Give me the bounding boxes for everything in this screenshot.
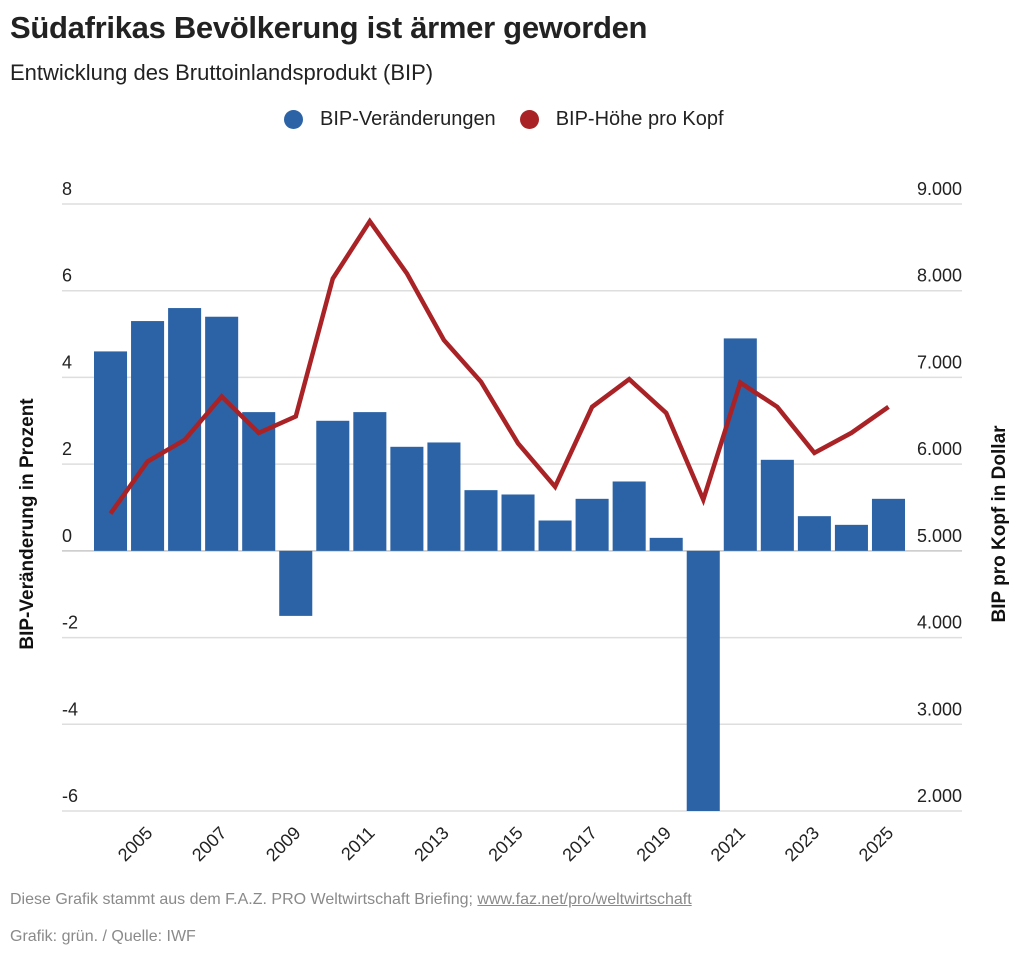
legend-item-bip-pro-kopf: BIP-Höhe pro Kopf: [519, 108, 724, 131]
legend-label: BIP-Veränderungen: [320, 108, 496, 130]
y-right-tick-label: 4.000: [917, 613, 962, 633]
bar: [834, 524, 868, 551]
legend-swatch-red-circle-icon: [519, 110, 539, 129]
y-left-tick-label: 2: [62, 439, 72, 459]
y-left-tick-label: 8: [62, 179, 72, 199]
y-left-tick-label: 6: [62, 266, 72, 286]
bar: [131, 321, 165, 551]
bar: [686, 550, 720, 811]
x-tick-label: 2013: [410, 823, 452, 865]
x-tick-label: 2007: [188, 823, 230, 865]
line-series: [108, 217, 890, 515]
x-tick-label: 2021: [707, 823, 749, 865]
y-right-tick-label: 8.000: [917, 266, 962, 286]
y-left-axis-title: BIP-Veränderung in Prozent: [17, 398, 38, 650]
footer-source-link[interactable]: www.faz.net/pro/weltwirtschaft: [477, 891, 692, 908]
bar: [649, 537, 683, 551]
y-right-tick-label: 9.000: [917, 179, 962, 199]
x-tick-labels: 2005 2007 2009 2011 2013 2015 2017 2019 2021 2023…: [114, 823, 897, 865]
x-tick-label: 2025: [855, 823, 897, 865]
legend-item-bip-veraenderungen: BIP-Veränderungen: [284, 108, 496, 131]
y-left-tick-label: 0: [62, 526, 72, 546]
legend-label: BIP-Höhe pro Kopf: [555, 108, 724, 130]
bar: [723, 338, 757, 551]
y-right-tick-labels: 9.000 8.000 7.000 6.000 5.000 4.000 3.000 2.000: [917, 179, 962, 806]
chart-subtitle: Entwicklung des Bruttoinlandsprodukt (BI…: [10, 60, 434, 85]
y-right-tick-label: 2.000: [917, 786, 962, 806]
y-right-tick-label: 5.000: [917, 526, 962, 546]
footer-credits: Grafik: grün. / Quelle: IWF: [10, 928, 196, 945]
bar: [94, 351, 128, 551]
y-left-tick-labels: 8 6 4 2 0 -2 -4 -6: [62, 179, 78, 806]
y-left-tick-label: -2: [62, 613, 78, 633]
bar: [279, 550, 313, 616]
bar-series: [94, 308, 905, 811]
footer-source-note: Diese Grafik stammt aus dem F.A.Z. PRO W…: [10, 891, 692, 909]
y-right-tick-label: 3.000: [917, 699, 962, 719]
y-right-tick-label: 7.000: [917, 352, 962, 372]
bar: [205, 316, 239, 551]
bar: [538, 520, 572, 551]
bar: [353, 412, 387, 551]
x-tick-label: 2017: [558, 823, 600, 865]
bar: [575, 498, 609, 551]
legend: BIP-Veränderungen BIP-Höhe pro Kopf: [284, 108, 748, 131]
x-tick-label: 2005: [114, 823, 156, 865]
line-path: [108, 217, 890, 515]
x-tick-label: 2019: [633, 823, 675, 865]
bar: [316, 420, 350, 551]
x-tick-label: 2009: [262, 823, 304, 865]
bar: [797, 516, 831, 551]
legend-swatch-blue-circle-icon: [284, 110, 303, 129]
y-left-tick-label: 4: [62, 352, 72, 372]
x-tick-label: 2015: [484, 823, 526, 865]
bar: [501, 494, 535, 551]
y-right-tick-label: 6.000: [917, 439, 962, 459]
bar: [612, 481, 646, 551]
y-left-tick-label: -6: [62, 786, 78, 806]
x-tick-label: 2011: [337, 823, 379, 865]
bar: [427, 442, 461, 551]
bar: [390, 446, 424, 551]
bar: [464, 490, 498, 551]
bar: [760, 459, 794, 551]
footer-source-text: Diese Grafik stammt aus dem F.A.Z. PRO W…: [10, 891, 478, 908]
bar: [871, 498, 905, 551]
x-tick-label: 2023: [781, 823, 823, 865]
y-left-tick-label: -4: [62, 699, 78, 719]
chart-title: Südafrikas Bevölkerung ist ärmer geworde…: [10, 10, 648, 45]
y-right-axis-title: BIP pro Kopf in Dollar: [989, 425, 1010, 623]
